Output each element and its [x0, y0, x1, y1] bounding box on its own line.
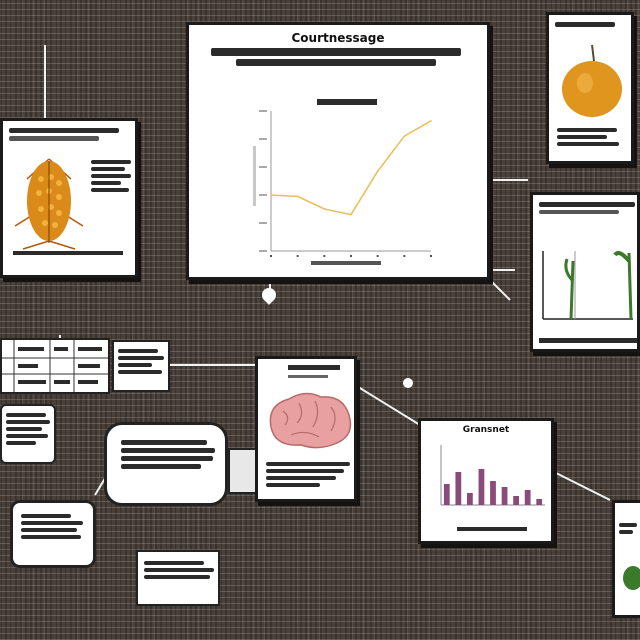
plant-card-header-scribble	[533, 195, 637, 221]
x-tick-mark	[403, 255, 406, 257]
fruit-icon	[562, 44, 622, 117]
bar-chart-title: Gransnet	[462, 425, 510, 435]
x-tick-mark	[270, 255, 272, 257]
bar	[455, 472, 462, 505]
corn-card	[0, 118, 138, 278]
bar	[490, 481, 496, 505]
main-chart-legend-scribble	[317, 99, 377, 105]
note-card-bottom	[136, 550, 220, 606]
corn-icon	[14, 158, 84, 250]
y-tick-mark	[259, 194, 267, 196]
data-point	[296, 195, 299, 198]
data-point	[350, 213, 352, 216]
data-point	[430, 120, 432, 122]
corn-card-footer-scribble	[13, 251, 123, 255]
pin-icon	[403, 378, 413, 388]
plant-card-footer-scribble	[539, 338, 637, 343]
corn-card-side-scribbles	[91, 157, 135, 195]
fruit-card	[546, 12, 634, 164]
bar	[467, 493, 473, 505]
x-tick-mark	[323, 255, 326, 257]
data-table-strip	[0, 338, 110, 394]
brain-icon	[269, 392, 352, 449]
data-point	[403, 135, 406, 137]
fruit-card-header-scribble	[549, 15, 631, 34]
note-card-small	[112, 340, 170, 392]
x-tick-mark	[376, 255, 379, 257]
y-axis-label-mark	[253, 146, 256, 206]
main-line-chart	[253, 110, 432, 265]
bar-chart-card: Gransnet	[418, 418, 554, 544]
callout-connector	[228, 448, 258, 494]
main-chart-card: Courtnessage	[186, 22, 490, 280]
series-line	[270, 120, 432, 216]
data-point	[270, 194, 272, 196]
y-tick-mark	[259, 166, 267, 168]
main-chart-title: Courtnessage	[291, 31, 385, 45]
bar	[524, 490, 531, 505]
bar	[501, 487, 508, 505]
plant-card	[530, 192, 640, 352]
callout-bubble-small	[10, 500, 96, 568]
bar	[513, 496, 519, 505]
bar	[443, 484, 450, 505]
fruit-card-footer-scribbles	[557, 125, 629, 149]
x-tick-mark	[430, 255, 432, 257]
data-point	[376, 170, 379, 172]
corn-card-header-scribbles	[3, 121, 135, 148]
plant-leaf-icon	[623, 566, 640, 590]
plant-icon	[542, 251, 633, 320]
data-point	[323, 208, 326, 210]
main-chart-subtitle-scribbles	[189, 48, 487, 66]
callout-bubble	[104, 422, 228, 506]
brain-card-body-scribbles	[266, 459, 354, 490]
y-tick-mark	[259, 222, 267, 224]
x-tick-mark	[296, 255, 299, 257]
y-tick-mark	[259, 138, 267, 140]
bar-chart	[440, 445, 545, 506]
y-tick-mark	[259, 250, 267, 252]
bar	[536, 499, 543, 505]
partial-plant-card	[612, 500, 640, 618]
bar	[478, 469, 485, 505]
x-axis-label-mark	[311, 261, 381, 265]
data-table-grid	[2, 340, 108, 392]
x-tick-mark	[350, 255, 352, 257]
y-tick-mark	[259, 110, 267, 112]
brain-card	[255, 356, 357, 502]
note-card-left	[0, 404, 56, 464]
brain-card-subheader-scribble	[288, 375, 328, 378]
brain-card-header-scribble	[288, 365, 340, 370]
bar-chart-footer-scribble	[457, 527, 527, 531]
